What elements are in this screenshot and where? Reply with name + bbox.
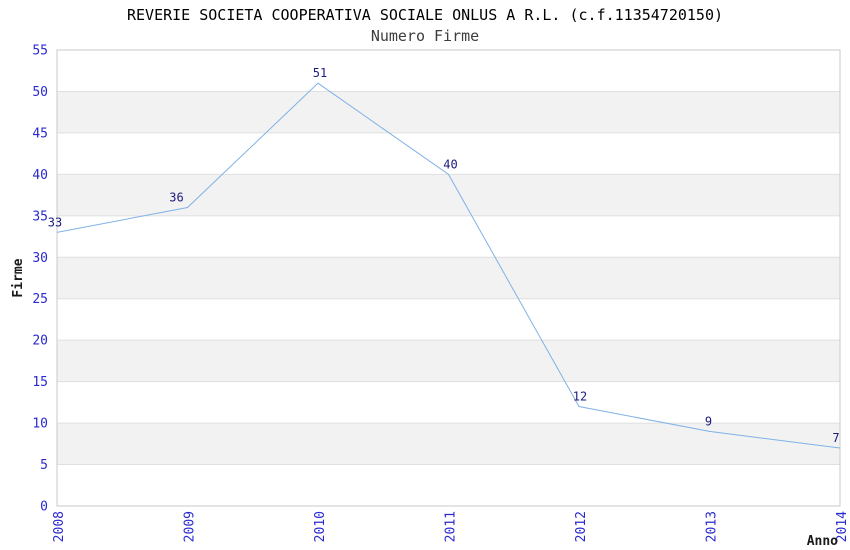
- y-tick-label: 25: [32, 292, 48, 307]
- x-tick-label: 2010: [313, 511, 328, 542]
- data-point-label: 36: [169, 191, 183, 205]
- data-line: [56, 82, 841, 449]
- y-tick-label: 55: [32, 44, 48, 59]
- x-tick-label: 2014: [835, 511, 850, 542]
- chart-subtitle: Numero Firme: [370, 27, 480, 45]
- plot-border: [56, 49, 841, 507]
- data-point-label: 12: [573, 390, 587, 404]
- data-point-label: 7: [832, 431, 839, 445]
- y-tick-label: 30: [32, 251, 48, 266]
- y-tick-label: 50: [32, 85, 48, 100]
- x-axis-title: Anno: [807, 534, 838, 549]
- data-point-label: 51: [313, 66, 327, 80]
- y-tick-label: 20: [32, 334, 48, 349]
- band-stripe: [57, 91, 840, 133]
- band-stripe: [57, 257, 840, 299]
- y-tick-label: 0: [40, 500, 48, 515]
- band-stripe: [57, 423, 840, 465]
- x-tick-label: 2013: [705, 511, 720, 542]
- x-tick-label: 2009: [183, 511, 198, 542]
- y-tick-label: 15: [32, 375, 48, 390]
- x-tick-label: 2011: [444, 511, 459, 542]
- data-point-label: 40: [443, 157, 457, 171]
- y-tick-label: 5: [40, 458, 48, 473]
- y-tick-label: 10: [32, 417, 48, 432]
- x-tick-label: 2008: [52, 511, 67, 542]
- data-point-label: 9: [705, 414, 712, 428]
- chart-title: REVERIE SOCIETA COOPERATIVA SOCIALE ONLU…: [126, 6, 724, 24]
- y-tick-label: 40: [32, 168, 48, 183]
- y-tick-label: 45: [32, 126, 48, 141]
- band-stripe: [57, 174, 840, 216]
- x-tick-label: 2012: [574, 511, 589, 542]
- y-tick-label: 35: [32, 209, 48, 224]
- y-axis-title: Firme: [11, 258, 26, 297]
- band-stripe: [57, 340, 840, 382]
- data-point-label: 33: [48, 215, 62, 229]
